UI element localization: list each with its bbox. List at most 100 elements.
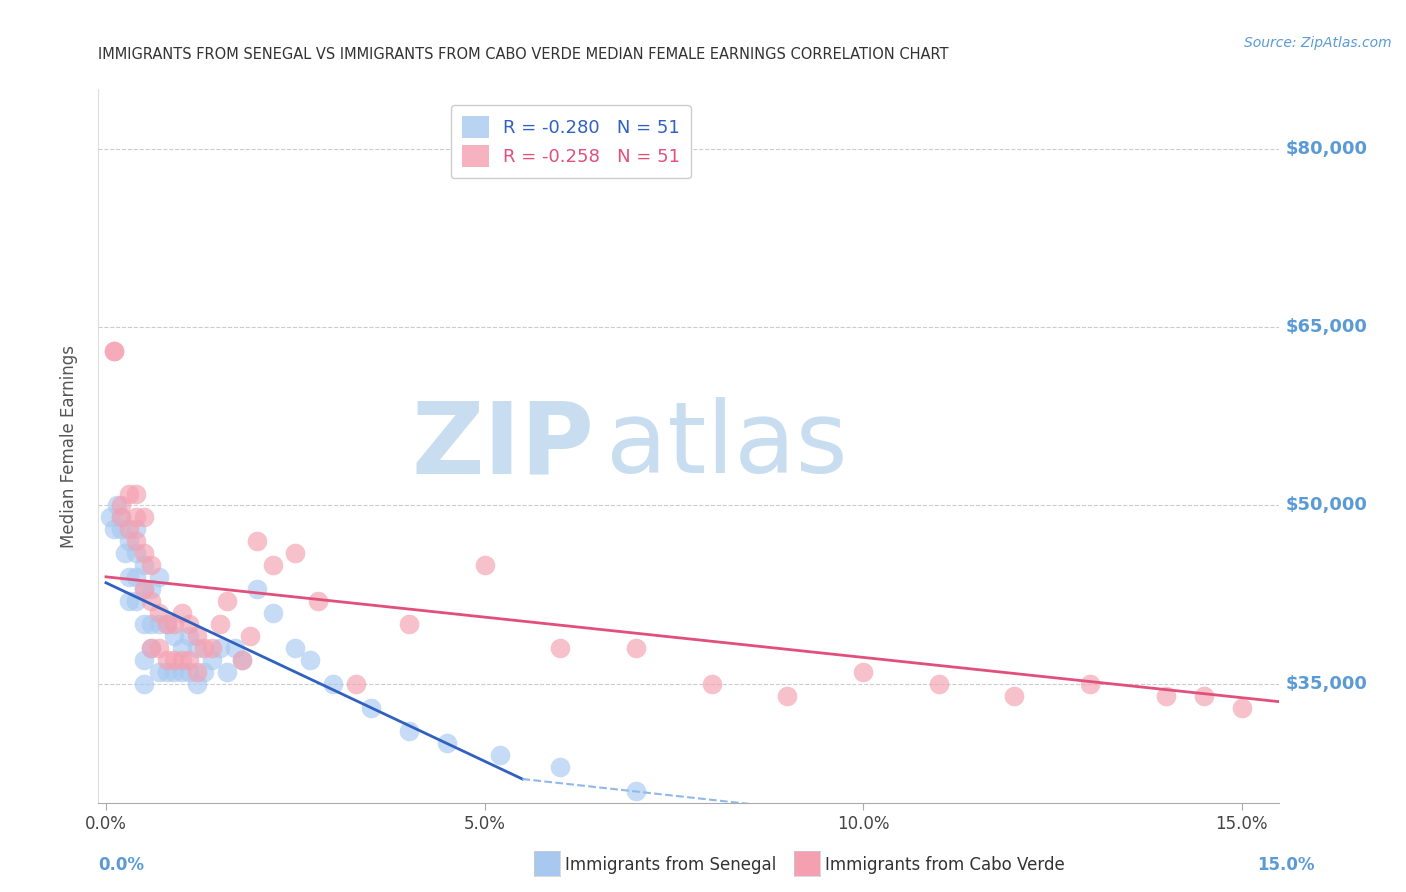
Point — [700, 677, 723, 691]
Point — [776, 689, 799, 703]
Point — [398, 724, 420, 739]
Point — [624, 784, 647, 798]
Point — [186, 665, 208, 679]
Point — [231, 653, 253, 667]
Point — [179, 653, 201, 667]
Point — [132, 546, 155, 560]
Point — [98, 510, 121, 524]
Point — [170, 653, 193, 667]
Point — [170, 641, 193, 656]
Point — [155, 665, 177, 679]
Point — [217, 665, 239, 679]
Point — [179, 617, 201, 632]
Point — [155, 617, 177, 632]
Point — [163, 665, 186, 679]
Point — [125, 546, 148, 560]
Point — [852, 665, 875, 679]
Point — [262, 606, 284, 620]
Point — [179, 665, 201, 679]
Point — [217, 593, 239, 607]
Point — [110, 499, 132, 513]
Point — [125, 522, 148, 536]
Point — [548, 760, 571, 774]
Point — [186, 641, 208, 656]
Point — [307, 593, 329, 607]
Point — [105, 499, 128, 513]
Text: $65,000: $65,000 — [1285, 318, 1367, 336]
Point — [103, 343, 125, 358]
Point — [103, 522, 125, 536]
Point — [1192, 689, 1215, 703]
Point — [118, 570, 141, 584]
Point — [125, 486, 148, 500]
Point — [141, 617, 163, 632]
Text: Source: ZipAtlas.com: Source: ZipAtlas.com — [1244, 36, 1392, 50]
Point — [548, 641, 571, 656]
Point — [132, 617, 155, 632]
Point — [1004, 689, 1026, 703]
Point — [1078, 677, 1101, 691]
Point — [398, 617, 420, 632]
Legend: R = -0.280   N = 51, R = -0.258   N = 51: R = -0.280 N = 51, R = -0.258 N = 51 — [451, 105, 690, 178]
Point — [110, 510, 132, 524]
Point — [118, 522, 141, 536]
Point — [148, 665, 170, 679]
Point — [141, 641, 163, 656]
Point — [170, 665, 193, 679]
Point — [193, 665, 215, 679]
Text: $80,000: $80,000 — [1285, 140, 1368, 158]
Point — [141, 558, 163, 572]
Y-axis label: Median Female Earnings: Median Female Earnings — [59, 344, 77, 548]
Point — [125, 534, 148, 549]
Text: $35,000: $35,000 — [1285, 675, 1367, 693]
Point — [132, 582, 155, 596]
Point — [224, 641, 246, 656]
Point — [110, 510, 132, 524]
Point — [299, 653, 322, 667]
Point — [201, 641, 224, 656]
Point — [148, 570, 170, 584]
Point — [118, 534, 141, 549]
Point — [186, 677, 208, 691]
Point — [163, 653, 186, 667]
Point — [208, 641, 231, 656]
Text: 15.0%: 15.0% — [1257, 856, 1315, 874]
Text: atlas: atlas — [606, 398, 848, 494]
Point — [163, 617, 186, 632]
Point — [624, 641, 647, 656]
Text: Immigrants from Senegal: Immigrants from Senegal — [565, 856, 776, 874]
Point — [246, 534, 269, 549]
Point — [170, 606, 193, 620]
Point — [488, 748, 510, 763]
Point — [148, 617, 170, 632]
Point — [193, 641, 215, 656]
Point — [262, 558, 284, 572]
Point — [114, 546, 136, 560]
Point — [186, 629, 208, 643]
Text: Immigrants from Cabo Verde: Immigrants from Cabo Verde — [825, 856, 1066, 874]
Point — [201, 653, 224, 667]
Point — [284, 641, 307, 656]
Point — [125, 593, 148, 607]
Point — [239, 629, 262, 643]
Point — [155, 617, 177, 632]
Text: $50,000: $50,000 — [1285, 497, 1367, 515]
Point — [208, 617, 231, 632]
Point — [284, 546, 307, 560]
Point — [148, 641, 170, 656]
Point — [246, 582, 269, 596]
Point — [179, 629, 201, 643]
Point — [141, 593, 163, 607]
Point — [132, 558, 155, 572]
Point — [928, 677, 950, 691]
Text: 0.0%: 0.0% — [98, 856, 145, 874]
Point — [141, 641, 163, 656]
Point — [360, 700, 382, 714]
Point — [125, 570, 148, 584]
Point — [118, 486, 141, 500]
Point — [344, 677, 367, 691]
Point — [141, 582, 163, 596]
Text: IMMIGRANTS FROM SENEGAL VS IMMIGRANTS FROM CABO VERDE MEDIAN FEMALE EARNINGS COR: IMMIGRANTS FROM SENEGAL VS IMMIGRANTS FR… — [98, 47, 949, 62]
Text: ZIP: ZIP — [412, 398, 595, 494]
Point — [118, 593, 141, 607]
